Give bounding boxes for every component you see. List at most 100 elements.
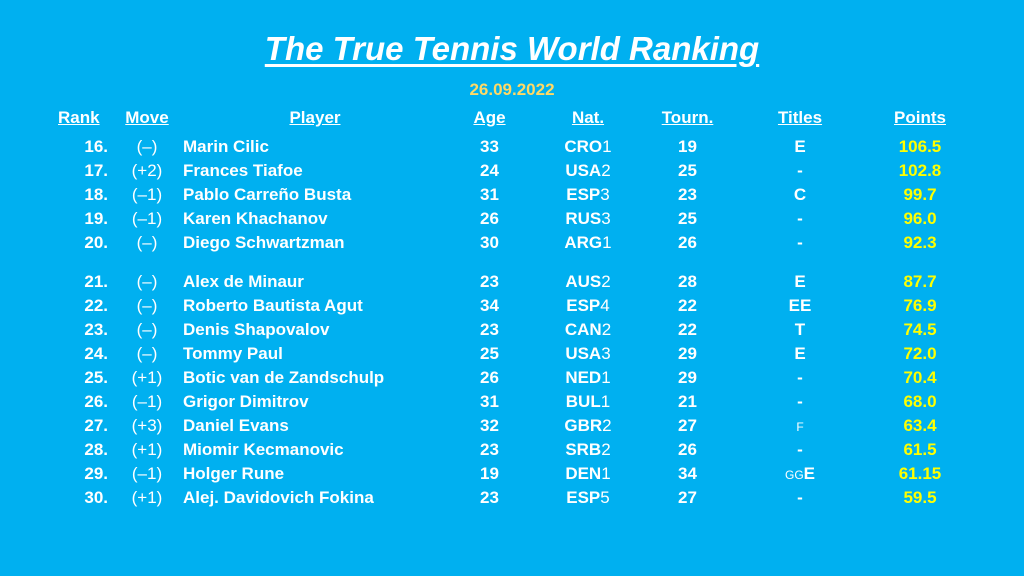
- nat-number: 1: [601, 464, 611, 483]
- rank-cell: 29.: [84, 464, 108, 483]
- nat-number: 5: [600, 488, 610, 507]
- nat-code: DEN: [565, 464, 602, 483]
- tourn-cell: 28: [678, 272, 697, 291]
- points-cell: 61.15: [898, 464, 942, 483]
- header-tourn: Tourn.: [661, 108, 714, 127]
- age-cell: 33: [480, 137, 499, 156]
- titles-main: E: [794, 344, 806, 363]
- nat-cell: NED1: [548, 366, 628, 390]
- tourn-cell: 29: [678, 344, 697, 363]
- points-cell: 76.9: [903, 296, 937, 315]
- table-row: 22. (–) Roberto Bautista Agut 34 ESP4 22 EE 76.…: [0, 294, 1024, 318]
- titles-cell: -: [765, 390, 835, 415]
- player-cell: Karen Khachanov: [183, 209, 328, 228]
- points-cell: 102.8: [898, 161, 942, 180]
- player-cell: Denis Shapovalov: [183, 320, 330, 339]
- table-row: 27. (+3) Daniel Evans 32 GBR2 27 F 63.4: [0, 414, 1024, 438]
- rank-cell: 18.: [84, 185, 108, 204]
- nat-number: 2: [601, 161, 611, 180]
- nat-code: AUS: [565, 272, 602, 291]
- tourn-cell: 22: [678, 296, 697, 315]
- tourn-cell: 21: [678, 392, 697, 411]
- age-cell: 23: [480, 440, 499, 459]
- tourn-cell: 19: [678, 137, 697, 156]
- points-cell: 59.5: [903, 488, 937, 507]
- player-cell: Botic van de Zandschulp: [183, 368, 385, 387]
- nat-code: GBR: [564, 416, 603, 435]
- points-cell: 70.4: [903, 368, 937, 387]
- titles-small: GG: [784, 468, 804, 482]
- age-cell: 32: [480, 416, 499, 435]
- move-cell: (–1): [131, 209, 163, 228]
- age-cell: 23: [480, 488, 499, 507]
- nat-code: RUS: [565, 209, 602, 228]
- move-cell: (–): [136, 233, 158, 252]
- nat-cell: ESP5: [548, 486, 628, 510]
- titles-main: E: [794, 137, 806, 156]
- age-cell: 24: [480, 161, 499, 180]
- nat-cell: ESP4: [548, 294, 628, 318]
- titles-main: -: [797, 392, 803, 411]
- table-row: 19. (–1) Karen Khachanov 26 RUS3 25 - 96.0: [0, 207, 1024, 231]
- titles-main: E: [803, 464, 815, 483]
- nat-number: 2: [601, 440, 611, 459]
- table-row: 16. (–) Marin Cilic 33 CRO1 19 E 106.5: [0, 135, 1024, 159]
- nat-cell: AUS2: [548, 270, 628, 294]
- nat-number: 1: [600, 392, 611, 411]
- points-cell: 99.7: [903, 185, 937, 204]
- table-row: 28. (+1) Miomir Kecmanovic 23 SRB2 26 - 61.5: [0, 438, 1024, 462]
- age-cell: 26: [480, 209, 499, 228]
- tourn-cell: 27: [678, 416, 697, 435]
- nat-code: CRO: [564, 137, 603, 156]
- tourn-cell: 25: [678, 161, 697, 180]
- nat-cell: SRB2: [548, 438, 628, 462]
- ranking-date: 26.09.2022: [469, 80, 555, 99]
- age-cell: 31: [480, 392, 499, 411]
- table-row: 17. (+2) Frances Tiafoe 24 USA2 25 - 102.8: [0, 159, 1024, 183]
- table-header: Rank Move Player Age Nat. Tourn. Titles …: [0, 106, 1024, 130]
- titles-cell: -: [765, 231, 835, 256]
- nat-number: 3: [600, 185, 610, 204]
- nat-number: 2: [601, 320, 612, 339]
- move-cell: (–1): [131, 185, 163, 204]
- nat-cell: BUL1: [548, 390, 628, 414]
- titles-cell: -: [765, 159, 835, 184]
- move-cell: (–): [136, 344, 158, 363]
- titles-main: -: [797, 368, 803, 387]
- header-move: Move: [125, 108, 169, 127]
- nat-cell: CAN2: [548, 318, 628, 342]
- nat-code: CAN: [564, 320, 602, 339]
- titles-main: C: [793, 185, 807, 204]
- table-row: 30. (+1) Alej. Davidovich Fokina 23 ESP5 27 - 5…: [0, 486, 1024, 510]
- age-cell: 34: [480, 296, 499, 315]
- player-cell: Alex de Minaur: [183, 272, 304, 291]
- player-cell: Grigor Dimitrov: [183, 392, 309, 411]
- move-cell: (–): [136, 137, 158, 156]
- rank-cell: 26.: [84, 392, 108, 411]
- table-row: 23. (–) Denis Shapovalov 23 CAN2 22 T 74.5: [0, 318, 1024, 342]
- points-cell: 72.0: [903, 344, 937, 363]
- points-cell: 63.4: [903, 416, 937, 435]
- nat-code: ESP: [566, 185, 601, 204]
- player-cell: Roberto Bautista Agut: [183, 296, 363, 315]
- points-cell: 92.3: [903, 233, 937, 252]
- age-cell: 26: [480, 368, 499, 387]
- header-player: Player: [289, 108, 341, 127]
- header-age: Age: [473, 108, 506, 127]
- move-cell: (+3): [131, 416, 163, 435]
- age-cell: 31: [480, 185, 499, 204]
- nat-code: USA: [565, 344, 602, 363]
- titles-cell: -: [765, 207, 835, 232]
- nat-code: ARG: [564, 233, 603, 252]
- age-cell: 30: [480, 233, 499, 252]
- titles-cell: E: [765, 135, 835, 160]
- rank-cell: 27.: [84, 416, 108, 435]
- titles-main: E: [794, 272, 806, 291]
- player-cell: Daniel Evans: [183, 416, 289, 435]
- tourn-cell: 34: [678, 464, 697, 483]
- nat-cell: USA2: [548, 159, 628, 183]
- move-cell: (–1): [131, 464, 163, 483]
- tourn-cell: 29: [678, 368, 697, 387]
- nat-cell: DEN1: [548, 462, 628, 486]
- points-cell: 61.5: [903, 440, 937, 459]
